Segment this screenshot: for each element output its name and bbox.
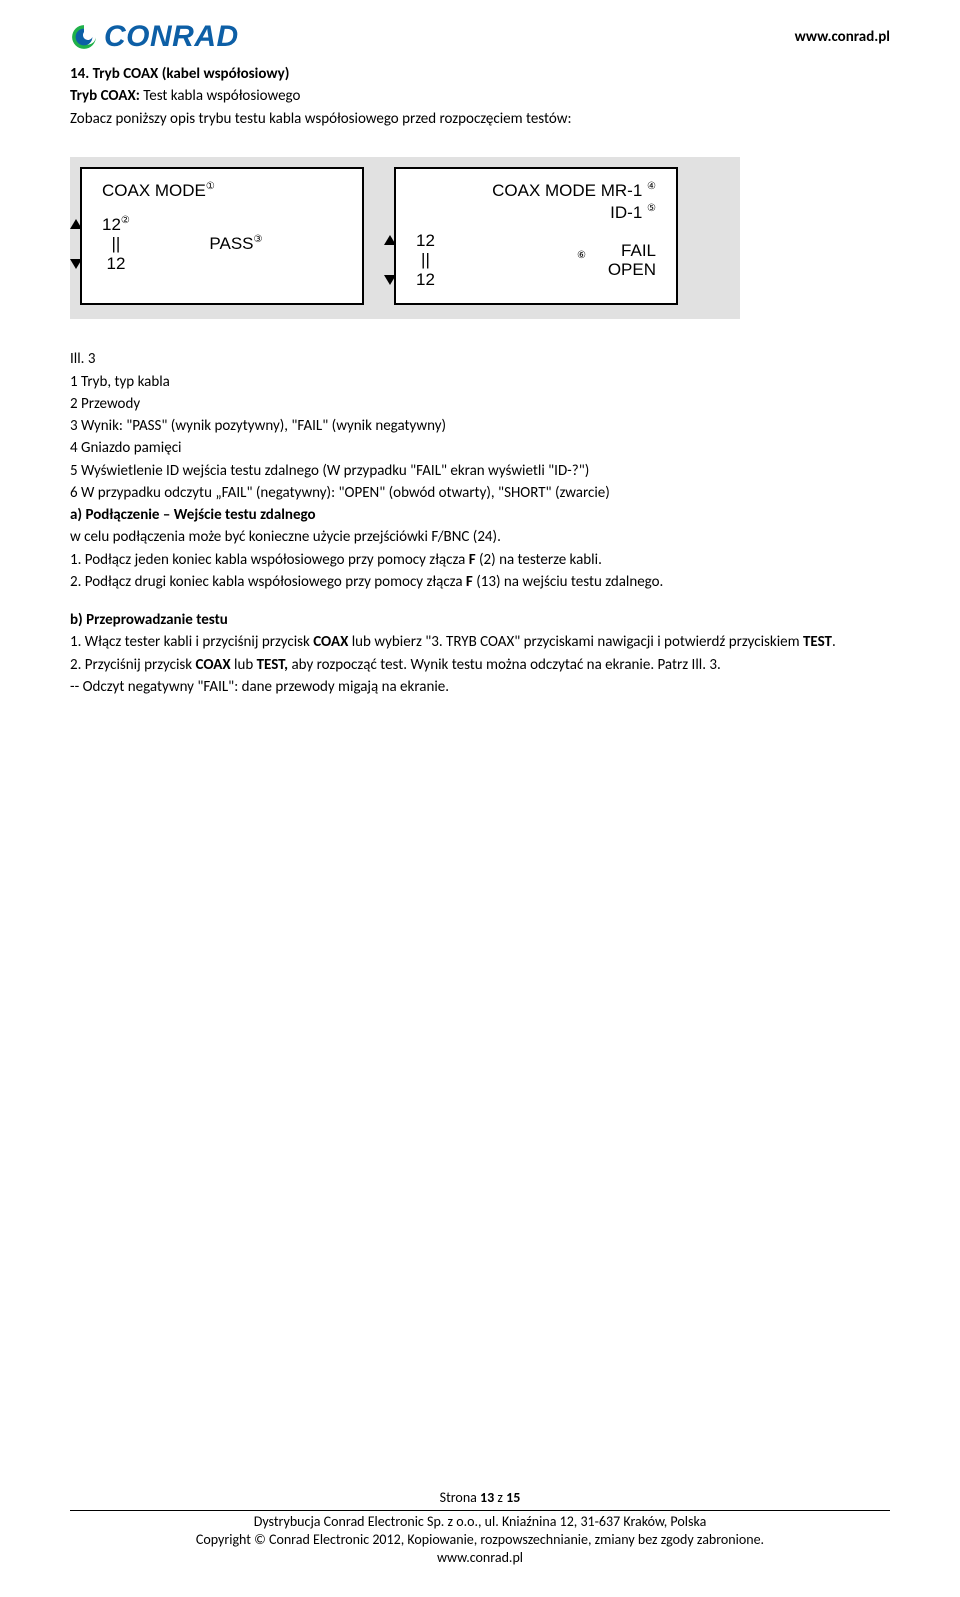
footer-page: Strona 13 z 15 [70, 1489, 890, 1506]
section-subheading: Tryb COAX: Test kabla współosiowego [70, 86, 890, 106]
lcd-left-pipes: || [112, 234, 121, 254]
arrow-down-icon [70, 259, 82, 269]
section-b-step2: 2. Przyciśnij przycisk COAX lub TEST, ab… [70, 655, 890, 675]
section-a-step2: 2. Podłącz drugi koniec kabla współosiow… [70, 572, 890, 592]
page-footer: Strona 13 z 15 Dystrybucja Conrad Electr… [70, 1488, 890, 1567]
section-intro: 14. Tryb COAX (kabel współosiowy) Tryb C… [70, 64, 890, 129]
subheading-rest: Test kabla współosiowego [140, 87, 301, 105]
legend-4: 4 Gniazdo pamięci [70, 438, 890, 458]
section-b-title: b) Przeprowadzanie testu [70, 610, 890, 630]
lcd-right-title-row: COAX MODE MR-1 ④ [416, 181, 656, 201]
legend-3: 3 Wynik: "PASS" (wynik pozytywny), "FAIL… [70, 416, 890, 436]
lcd-right-pipes: || [421, 250, 430, 270]
legend-caption: Ill. 3 [70, 349, 890, 369]
document-page: CONRAD www.conrad.pl 14. Tryb COAX (kabe… [0, 0, 960, 1597]
section-a-step1: 1. Podłącz jeden koniec kabla współosiow… [70, 550, 890, 570]
brand-logo: CONRAD [70, 20, 239, 54]
legend-5: 5 Wyświetlenie ID wejścia testu zdalnego… [70, 461, 890, 481]
lcd-left-center: PASS③ [130, 234, 342, 254]
footer-line2: Copyright © Conrad Electronic 2012, Kopi… [70, 1531, 890, 1548]
section-a-line1: w celu podłączenia może być konieczne uż… [70, 527, 890, 547]
lcd-box-right: COAX MODE MR-1 ④ ID-1 ⑤ 12 || 12 ⑥ FAIL [394, 167, 678, 306]
section-b: b) Przeprowadzanie testu 1. Włącz tester… [70, 610, 890, 697]
footer-line1: Dystrybucja Conrad Electronic Sp. z o.o.… [70, 1513, 890, 1530]
legend-6: 6 W przypadku odczytu „FAIL" (negatywny)… [70, 483, 890, 503]
arrow-up-icon [384, 235, 396, 245]
lcd-right-open: OPEN [608, 260, 656, 280]
intro-text: Zobacz poniższy opis trybu testu kabla w… [70, 109, 890, 129]
subheading-bold: Tryb COAX: [70, 87, 140, 105]
arrow-down-icon [384, 275, 396, 285]
lcd-right-status: FAIL OPEN [596, 241, 656, 280]
page-header: CONRAD www.conrad.pl [70, 20, 890, 54]
lcd-right-r2: 12 [416, 270, 435, 290]
lcd-right-center: ⑥ [435, 250, 596, 270]
lcd-right-fail: FAIL [621, 241, 656, 261]
header-url: www.conrad.pl [795, 28, 890, 46]
section-heading: 14. Tryb COAX (kabel współosiowy) [70, 64, 890, 84]
arrow-up-icon [70, 219, 82, 229]
legend-2: 2 Przewody [70, 394, 890, 414]
section-a-title: a) Podłączenie – Wejście testu zdalnego [70, 505, 890, 525]
lcd-left-r2: 12 [106, 254, 125, 274]
section-b-step1: 1. Włącz tester kabli i przyciśnij przyc… [70, 632, 890, 652]
lcd-left-reading: 12② || 12 PASS③ [102, 215, 342, 274]
section-a: a) Podłączenie – Wejście testu zdalnego … [70, 505, 890, 592]
lcd-left-title-row: COAX MODE① [102, 181, 342, 201]
logo-swirl-icon [70, 23, 98, 51]
lcd-right-col: 12 || 12 [416, 231, 435, 290]
footer-divider [70, 1510, 890, 1511]
lcd-right-r1: 12 [416, 231, 435, 251]
lcd-right-reading: 12 || 12 ⑥ FAIL OPEN [416, 231, 656, 290]
lcd-right-title: COAX MODE MR-1 ④ [492, 181, 656, 201]
lcd-right-idline: ID-1 ⑤ [416, 203, 656, 223]
legend-block: Ill. 3 1 Tryb, typ kabla 2 Przewody 3 Wy… [70, 349, 890, 503]
logo-text: CONRAD [104, 20, 239, 54]
lcd-box-left: COAX MODE① 12② || 12 PASS③ [80, 167, 364, 306]
lcd-left-r1: 12② [102, 215, 130, 235]
legend-1: 1 Tryb, typ kabla [70, 372, 890, 392]
footer-line3: www.conrad.pl [70, 1549, 890, 1566]
lcd-left-col: 12② || 12 [102, 215, 130, 274]
section-b-step3: -- Odczyt negatywny "FAIL": dane przewod… [70, 677, 890, 697]
lcd-diagram: COAX MODE① 12② || 12 PASS③ COAX MODE MR-… [70, 157, 740, 320]
lcd-left-title: COAX MODE① [102, 181, 215, 201]
